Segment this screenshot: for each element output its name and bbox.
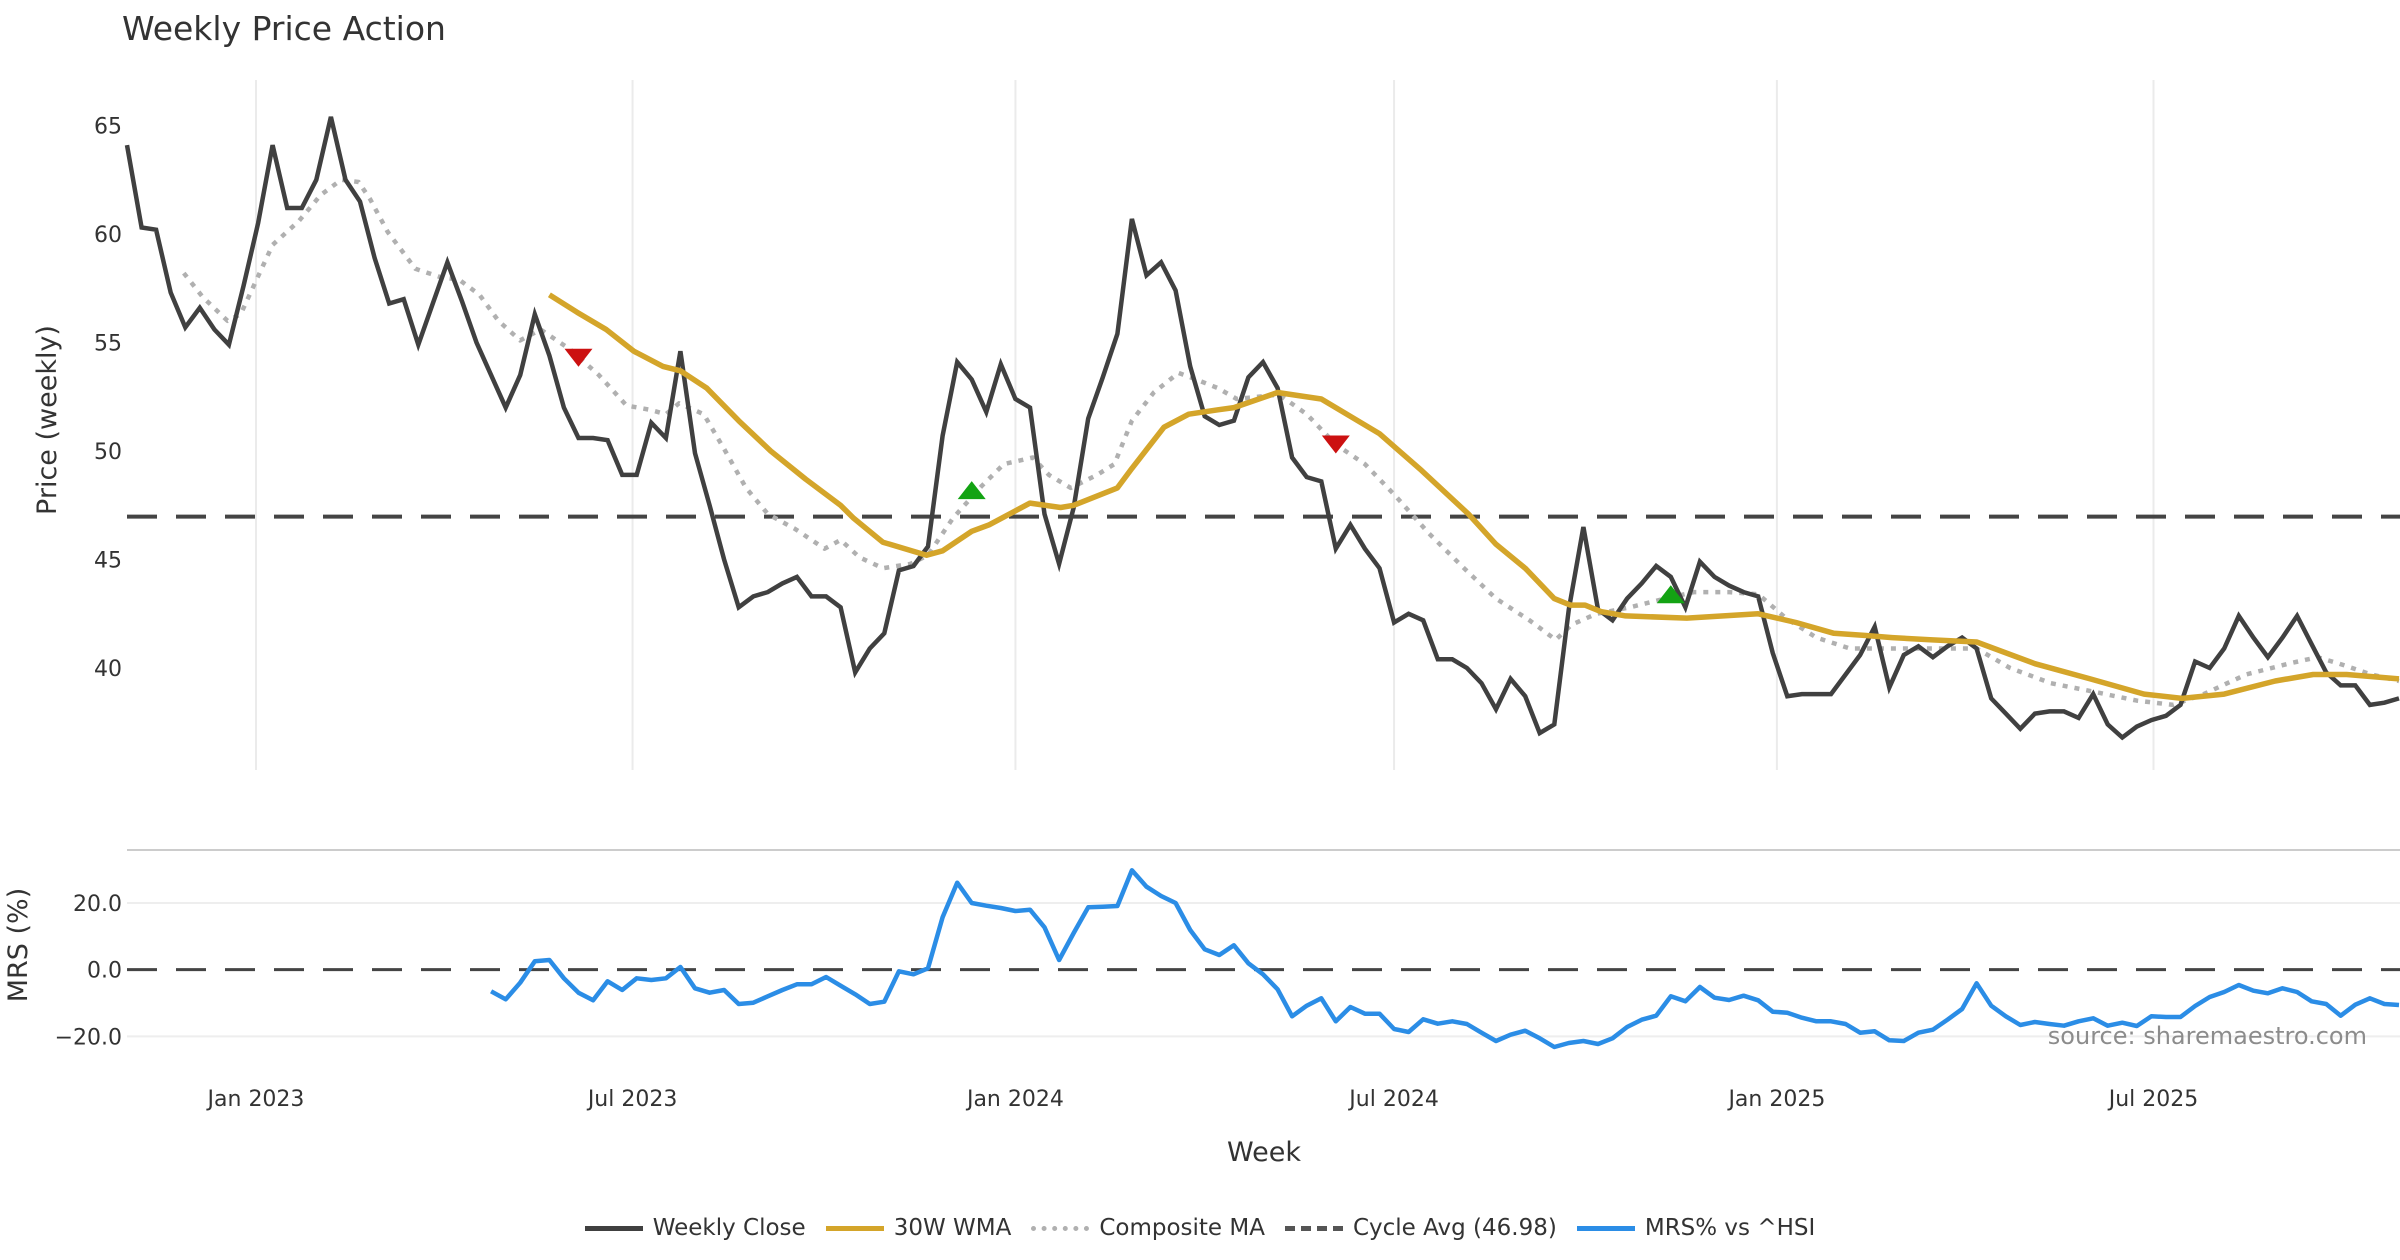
price-panel <box>124 116 2400 741</box>
legend-item-mrs[interactable]: MRS% vs ^HSI <box>1576 1215 1816 1241</box>
legend-label: MRS% vs ^HSI <box>1644 1215 1816 1241</box>
x-tick-label: Jul 2023 <box>586 1087 678 1112</box>
legend-swatch-weekly-close <box>584 1225 643 1231</box>
legend-item-composite-ma[interactable]: Composite MA <box>1031 1215 1265 1241</box>
price-y-tick-label: 65 <box>94 115 122 140</box>
x-tick-label: Jan 2025 <box>1726 1087 1825 1112</box>
price-y-tick-label: 45 <box>94 549 122 574</box>
chart-title: Weekly Price Action <box>122 9 446 48</box>
legend-label: 30W WMA <box>893 1215 1012 1241</box>
x-tick-label: Jan 2023 <box>206 1087 305 1112</box>
legend-swatch-30w-wma <box>825 1225 884 1231</box>
gridlines <box>127 80 2400 1038</box>
watermark: source: sharemaestro.com <box>2048 1022 2367 1050</box>
legend: Weekly Close 30W WMA Composite MA Cycle … <box>0 1210 2400 1246</box>
price-y-tick-label: 55 <box>94 332 122 357</box>
x-tick-label: Jul 2025 <box>2107 1087 2199 1112</box>
mrs-y-tick-label: 0.0 <box>87 959 122 984</box>
x-tick-label: Jan 2024 <box>965 1087 1064 1112</box>
mrs-axis-title: MRS (%) <box>3 888 34 1003</box>
mrs-panel <box>127 868 2400 1050</box>
legend-swatch-mrs <box>1576 1225 1635 1231</box>
legend-swatch-cycle-avg <box>1284 1225 1343 1231</box>
legend-item-weekly-close[interactable]: Weekly Close <box>584 1215 806 1241</box>
legend-label: Composite MA <box>1099 1215 1265 1241</box>
legend-item-cycle-avg[interactable]: Cycle Avg (46.98) <box>1284 1215 1557 1241</box>
sell-signal-marker <box>564 348 593 367</box>
weekly-close-line <box>124 116 2400 741</box>
x-axis-title: Week <box>1227 1137 1301 1168</box>
sell-signal-marker <box>1321 435 1350 454</box>
x-tick-label: Jul 2024 <box>1347 1087 1439 1112</box>
mrs-y-tick-label: 20.0 <box>73 892 122 917</box>
mrs-line <box>490 868 2400 1050</box>
wma-30w-line <box>547 292 2400 702</box>
price-y-tick-label: 50 <box>94 440 122 465</box>
legend-item-30w-wma[interactable]: 30W WMA <box>825 1215 1012 1241</box>
legend-swatch-composite-ma <box>1031 1225 1090 1231</box>
mrs-y-tick-label: −20.0 <box>55 1025 122 1050</box>
price-y-tick-label: 40 <box>94 657 122 682</box>
price-axis-title: Price (weekly) <box>32 325 63 515</box>
buy-signal-marker <box>957 481 986 500</box>
price-y-tick-label: 60 <box>94 223 122 248</box>
buy-signal-marker <box>1656 585 1685 604</box>
legend-label: Cycle Avg (46.98) <box>1352 1215 1557 1241</box>
composite-ma-line <box>182 177 2400 708</box>
legend-label: Weekly Close <box>652 1215 806 1241</box>
axes: Jan 2023 Jul 2023 Jan 2024 Jul 2024 Jan 2025… <box>55 115 2199 1112</box>
